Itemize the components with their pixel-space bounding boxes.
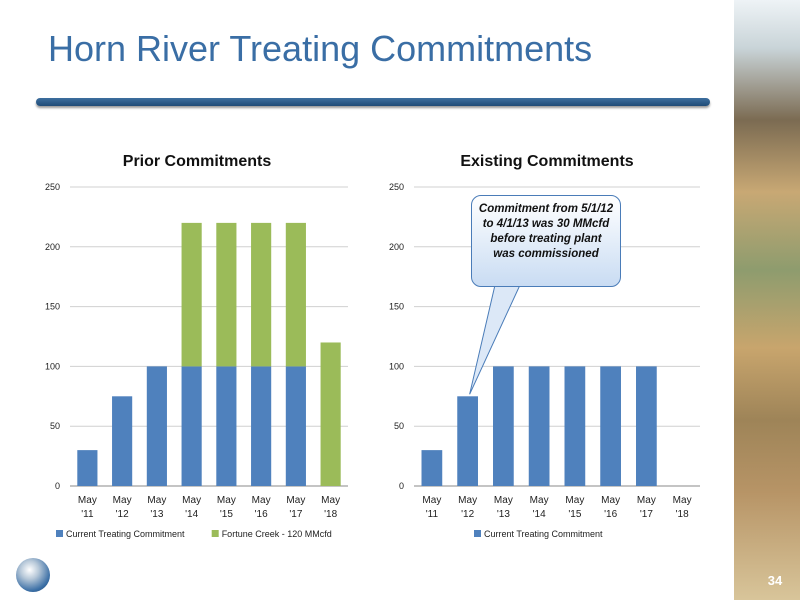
x-tick-label: '17 bbox=[289, 509, 302, 520]
legend-swatch bbox=[211, 530, 219, 537]
chart-title: Prior Commitments bbox=[123, 153, 272, 170]
legend-swatch bbox=[56, 530, 63, 537]
company-logo-icon bbox=[16, 558, 50, 592]
bar bbox=[112, 396, 133, 486]
x-tick-label: '17 bbox=[640, 509, 653, 520]
bar bbox=[285, 366, 306, 486]
bar bbox=[77, 450, 98, 486]
x-tick-label: '12 bbox=[461, 509, 474, 520]
bar bbox=[320, 342, 341, 486]
bar bbox=[251, 366, 272, 486]
bar bbox=[285, 222, 306, 367]
y-tick-label: 250 bbox=[389, 182, 404, 192]
bar bbox=[564, 366, 586, 486]
x-tick-label: '18 bbox=[324, 509, 337, 520]
x-tick-label: '13 bbox=[150, 509, 163, 520]
bar bbox=[251, 222, 272, 367]
x-tick-label: May bbox=[252, 495, 271, 506]
chart-title: Existing Commitments bbox=[460, 153, 633, 170]
x-tick-label: May bbox=[182, 495, 201, 506]
x-tick-label: May bbox=[217, 495, 236, 506]
x-tick-label: May bbox=[113, 495, 132, 506]
bar bbox=[528, 366, 550, 486]
x-tick-label: May bbox=[321, 495, 340, 506]
y-tick-label: 100 bbox=[45, 361, 60, 371]
x-tick-label: May bbox=[530, 495, 549, 506]
bar bbox=[457, 396, 478, 486]
x-tick-label: May bbox=[565, 495, 584, 506]
y-tick-label: 100 bbox=[389, 361, 404, 371]
annotation-callout: Commitment from 5/1/12 to 4/1/13 was 30 … bbox=[471, 195, 621, 287]
x-tick-label: May bbox=[673, 495, 692, 506]
x-tick-label: '15 bbox=[568, 509, 581, 520]
y-tick-label: 0 bbox=[55, 481, 60, 491]
landscape-photo bbox=[734, 0, 800, 600]
bar bbox=[216, 366, 237, 486]
y-tick-label: 150 bbox=[389, 302, 404, 312]
y-tick-label: 150 bbox=[45, 302, 60, 312]
x-tick-label: May bbox=[458, 495, 477, 506]
x-tick-label: May bbox=[637, 495, 656, 506]
bar bbox=[216, 222, 237, 367]
x-tick-label: '11 bbox=[426, 509, 439, 520]
bar bbox=[181, 222, 202, 367]
legend-label: Fortune Creek - 120 MMcfd bbox=[222, 529, 332, 539]
title-divider bbox=[36, 98, 710, 106]
x-tick-label: '14 bbox=[185, 509, 198, 520]
x-tick-label: '18 bbox=[676, 509, 689, 520]
x-tick-label: '16 bbox=[255, 509, 268, 520]
x-tick-label: May bbox=[286, 495, 305, 506]
x-tick-label: May bbox=[422, 495, 441, 506]
x-tick-label: May bbox=[494, 495, 513, 506]
x-tick-label: '15 bbox=[220, 509, 233, 520]
y-tick-label: 0 bbox=[399, 481, 404, 491]
x-tick-label: '14 bbox=[533, 509, 546, 520]
y-tick-label: 200 bbox=[389, 242, 404, 252]
x-tick-label: May bbox=[78, 495, 97, 506]
page-number: 34 bbox=[767, 573, 783, 588]
bar bbox=[636, 366, 657, 486]
x-tick-label: May bbox=[147, 495, 166, 506]
bar bbox=[146, 366, 167, 486]
slide-title: Horn River Treating Commitments bbox=[48, 28, 593, 69]
y-tick-label: 200 bbox=[45, 242, 60, 252]
bar bbox=[600, 366, 621, 486]
legend-label: Current Treating Commitment bbox=[484, 529, 603, 539]
y-tick-label: 250 bbox=[45, 182, 60, 192]
x-tick-label: '13 bbox=[497, 509, 510, 520]
bar bbox=[493, 366, 514, 486]
x-tick-label: May bbox=[601, 495, 620, 506]
legend-label: Current Treating Commitment bbox=[66, 529, 185, 539]
x-tick-label: '11 bbox=[81, 509, 94, 520]
bar bbox=[181, 366, 202, 486]
y-tick-label: 50 bbox=[50, 421, 60, 431]
x-tick-label: '16 bbox=[604, 509, 617, 520]
y-tick-label: 50 bbox=[394, 421, 404, 431]
x-tick-label: '12 bbox=[116, 509, 129, 520]
legend-swatch bbox=[474, 530, 481, 537]
bar bbox=[421, 450, 443, 486]
